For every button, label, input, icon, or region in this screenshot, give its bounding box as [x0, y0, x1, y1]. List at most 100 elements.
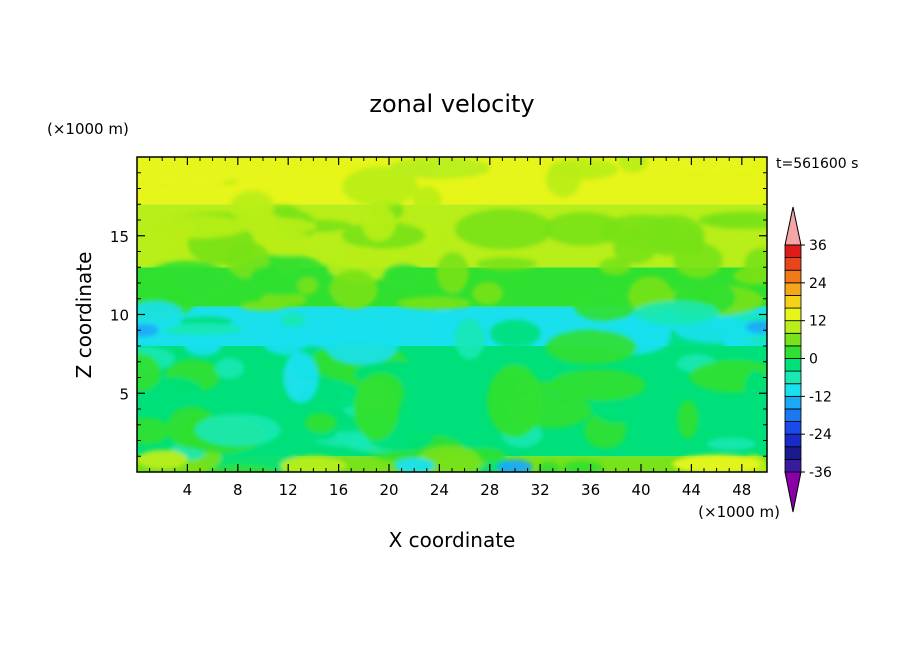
- colorbar-box: [784, 282, 802, 296]
- field-blob: [382, 263, 424, 289]
- heatmap-field: [137, 157, 767, 472]
- field-feature: [137, 323, 159, 337]
- field-blob: [538, 461, 561, 472]
- x-tick-label: 44: [682, 481, 701, 499]
- chart-title: zonal velocity: [369, 90, 534, 118]
- field-blob: [250, 266, 281, 287]
- field-blob: [599, 214, 685, 249]
- field-blob: [137, 417, 170, 445]
- y-axis-ticks: 5 10 15: [110, 172, 767, 457]
- field-feature: [394, 457, 435, 472]
- x-tick-label: 36: [581, 481, 600, 499]
- field-blob: [205, 465, 276, 472]
- field-blob: [361, 204, 396, 242]
- y-axis-label: Z coordinate: [72, 252, 96, 379]
- x-tick-label: 40: [631, 481, 650, 499]
- field-blob: [137, 353, 161, 392]
- colorbar-box: [784, 383, 802, 397]
- field-blob: [291, 165, 360, 181]
- field-blob: [573, 290, 637, 322]
- field-feature: [487, 364, 543, 438]
- field-blob: [240, 300, 286, 311]
- y-tick-label: 15: [110, 228, 129, 246]
- heatmap-blobs: [137, 157, 767, 472]
- field-feature: [283, 352, 319, 403]
- colorbar-label: -12: [809, 389, 832, 405]
- x-axis-unit: (×1000 m): [698, 503, 780, 521]
- field-blob: [161, 323, 243, 336]
- field-blob: [673, 242, 723, 278]
- field-blob: [329, 269, 378, 310]
- field-blob: [230, 190, 275, 225]
- field-blob: [599, 257, 631, 275]
- field-feature: [678, 157, 755, 173]
- field-blob: [454, 318, 485, 360]
- field-blob: [550, 369, 646, 401]
- field-blob: [706, 437, 756, 450]
- field-blob: [396, 296, 472, 310]
- colorbar-box: [784, 332, 802, 347]
- field-blob: [252, 232, 324, 257]
- x-axis-ticks: 4 8 12 16 20 24 28 32 36 40 44 48: [149, 157, 755, 499]
- colorbar-box: [784, 269, 802, 284]
- field-feature: [497, 459, 533, 472]
- field-feature: [280, 456, 347, 472]
- field-blob: [472, 281, 503, 305]
- colorbar-label: 36: [809, 238, 827, 254]
- field-feature: [137, 157, 257, 184]
- field-blob: [699, 405, 735, 433]
- field-blob: [215, 357, 245, 379]
- colorbar-box: [784, 395, 802, 410]
- field-blob: [152, 214, 247, 239]
- x-tick-label: 32: [531, 481, 550, 499]
- field-blob: [489, 319, 541, 348]
- field-blob: [473, 356, 545, 370]
- colorbar-box: [784, 421, 802, 435]
- field-blob: [342, 166, 419, 207]
- colorbar-box: [784, 244, 802, 259]
- field-blob: [545, 329, 637, 365]
- field-blob: [142, 260, 231, 304]
- colorbar: 36 24 12 0 -12 -24 -36: [784, 206, 832, 513]
- field-blob: [305, 412, 337, 433]
- field-blob: [142, 377, 203, 406]
- colorbar-extend-top: [784, 206, 802, 246]
- field-blob: [433, 312, 455, 344]
- field-blob: [325, 324, 399, 365]
- time-label: t=561600 s: [776, 156, 858, 172]
- colorbar-box: [784, 433, 802, 448]
- x-tick-label: 12: [279, 481, 298, 499]
- field-blob: [744, 370, 767, 407]
- field-blob: [543, 212, 624, 246]
- colorbar-label: 0: [809, 352, 818, 368]
- colorbar-box: [784, 307, 802, 322]
- field-blob: [436, 252, 469, 294]
- x-tick-label: 48: [732, 481, 751, 499]
- field-blob: [634, 300, 719, 325]
- colorbar-label: -36: [809, 465, 832, 481]
- x-tick-label: 8: [233, 481, 243, 499]
- colorbar-box: [784, 257, 802, 271]
- field-blob: [455, 208, 554, 250]
- field-blob: [545, 161, 581, 198]
- field-blob: [733, 266, 767, 285]
- colorbar-label: -24: [809, 427, 832, 443]
- field-blob: [412, 185, 442, 213]
- colorbar-box: [784, 408, 802, 422]
- x-tick-label: 24: [430, 481, 449, 499]
- field-feature: [745, 320, 767, 334]
- colorbar-extend-bottom: [784, 471, 802, 513]
- field-blob: [674, 317, 765, 343]
- colorbar-box: [784, 345, 802, 359]
- x-axis-label: X coordinate: [389, 528, 516, 552]
- field-blob: [137, 301, 184, 330]
- field-blob: [476, 257, 537, 271]
- field-feature: [137, 449, 188, 469]
- x-tick-label: 16: [329, 481, 348, 499]
- field-feature: [389, 157, 490, 180]
- y-tick-label: 5: [119, 385, 129, 403]
- colorbar-box: [784, 446, 802, 460]
- colorbar-label: 24: [809, 276, 827, 292]
- field-feature: [672, 454, 761, 472]
